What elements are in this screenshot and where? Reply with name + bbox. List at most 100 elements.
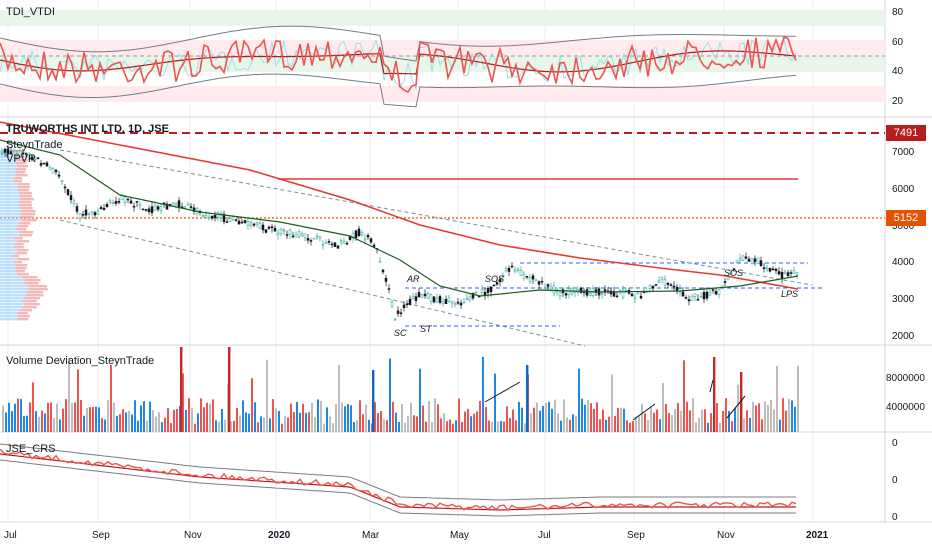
volume-bar [200, 398, 202, 432]
volume-bar [230, 421, 232, 432]
volume-bar [710, 413, 712, 432]
vpvr-bar [0, 189, 18, 192]
vpvr-bar [15, 228, 27, 231]
volume-bar [422, 405, 424, 432]
volume-bar [11, 411, 13, 432]
volume-bar [785, 410, 787, 432]
tdi-rsi-line [0, 35, 797, 94]
volume-bar [755, 405, 757, 432]
vpvr-bar [16, 252, 28, 255]
tdi-tick: 60 [892, 37, 904, 48]
volume-bar [761, 419, 763, 432]
candle-body [360, 232, 364, 235]
candle-body [459, 302, 463, 306]
vpvr-bar [15, 267, 27, 270]
candle-body [588, 292, 592, 296]
volume-bar [77, 369, 79, 432]
vpvr-bar [17, 258, 30, 261]
vpvr-bar [0, 279, 25, 282]
vpvr-bar [19, 309, 33, 312]
volume-bar [374, 402, 376, 432]
volume-bar [776, 366, 778, 432]
candle-body [21, 152, 25, 155]
vpvr-bar [21, 210, 36, 213]
annotation-sc: SC [394, 328, 407, 338]
volume-bar [728, 410, 730, 432]
volume-bar [233, 420, 235, 432]
candle-body [777, 271, 781, 275]
symbol-title[interactable]: TRUWORTHS INT LTD, 1D, JSE [6, 123, 169, 135]
candle-body [234, 219, 238, 221]
candle-body [447, 297, 451, 302]
volume-bar [215, 420, 217, 432]
volume-bar [146, 420, 148, 432]
candle-body [327, 241, 331, 243]
tdi-tick: 80 [892, 7, 904, 18]
candle-body [231, 216, 235, 220]
candle-body [735, 260, 739, 263]
candle-body [9, 151, 13, 155]
overlay-steyntrade-label[interactable]: SteynTrade [6, 139, 63, 151]
candle-body [639, 295, 643, 299]
vpvr-bar [19, 216, 34, 219]
candle-body [18, 150, 22, 157]
vpvr-bar [0, 207, 20, 210]
volume-bar [158, 412, 160, 432]
candle-body [396, 310, 400, 314]
candle-body [333, 242, 337, 247]
vpvr-bar [0, 228, 16, 231]
candle-body [786, 272, 790, 277]
vpvr-bar [0, 177, 14, 180]
candle-body [144, 209, 148, 211]
volume-bar [392, 401, 394, 432]
overlay-vpvr-label[interactable]: VPVR [6, 153, 36, 165]
volume-bar [539, 410, 541, 432]
volume-bar [410, 402, 412, 432]
volume-tick: 8000000 [886, 373, 925, 384]
vpvr-bar [13, 177, 23, 180]
vpvr-bar [28, 288, 48, 291]
vpvr-bar [19, 204, 32, 207]
vpvr-bar [17, 249, 29, 252]
moving-average-50 [0, 139, 799, 297]
candle-body [150, 206, 154, 214]
candle-body [600, 293, 604, 295]
candle-body [528, 277, 532, 282]
candle-body [267, 226, 271, 229]
candle-body [222, 213, 226, 222]
time-tick: Sep [627, 530, 645, 541]
volume-bar [629, 422, 631, 432]
candle-body [36, 157, 40, 159]
candle-body [159, 206, 163, 212]
vpvr-bar [14, 270, 25, 273]
candle-body [753, 258, 757, 262]
candle-body [768, 268, 772, 272]
volume-bar [47, 402, 49, 432]
candle-body [651, 285, 655, 289]
volume-bar [482, 356, 484, 432]
candle-body [213, 215, 217, 219]
volume-bar [617, 407, 619, 432]
volume-bar [296, 402, 298, 432]
candle-body [93, 212, 97, 216]
vpvr-bar [25, 291, 44, 294]
candle-body [6, 148, 10, 155]
volume-bar [143, 401, 145, 432]
vpvr-bar [28, 285, 47, 288]
tdi-signal-line [0, 37, 797, 91]
volume-bar [341, 402, 343, 432]
candle-body [129, 200, 133, 204]
volume-bar [197, 413, 199, 432]
volume-bar [734, 408, 736, 432]
volume-bar [182, 373, 184, 432]
candle-body [669, 284, 673, 287]
candle-body [51, 168, 55, 174]
candle-body [240, 221, 244, 224]
annotation-ar: AR [407, 274, 420, 284]
volume-bar [518, 401, 520, 432]
vpvr-bar [22, 306, 37, 309]
vpvr-bar [0, 174, 17, 177]
candle-body [399, 312, 403, 315]
price-tick: 4000 [892, 257, 915, 268]
